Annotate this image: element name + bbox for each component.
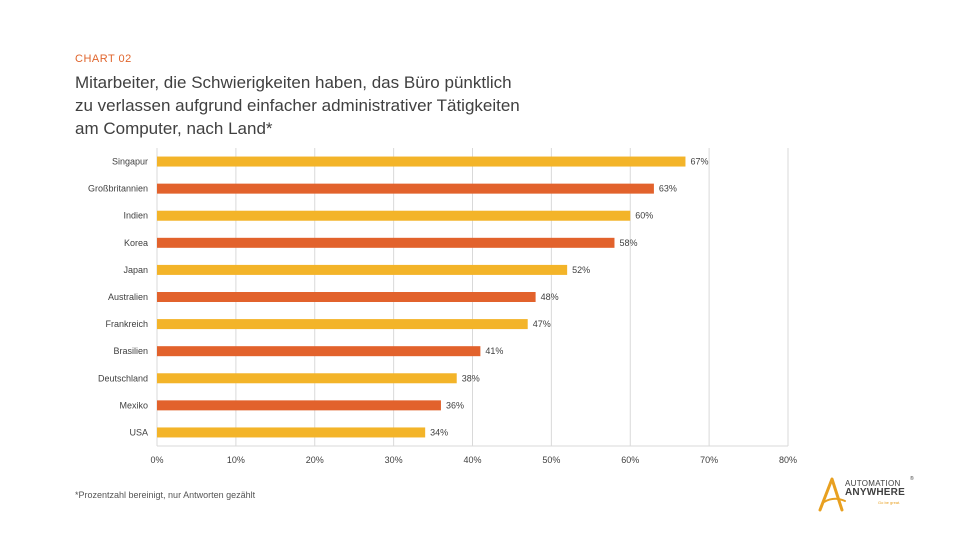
category-label: Singapur [112, 157, 148, 167]
category-label: Großbritannien [88, 184, 148, 194]
data-label: 60% [635, 211, 653, 221]
category-label: Australien [108, 292, 148, 302]
chart-title-line: am Computer, nach Land* [75, 119, 273, 138]
logo-text-line1: AUTOMATION [845, 479, 901, 488]
bar [157, 346, 481, 357]
bar [157, 400, 441, 411]
data-label: 34% [430, 427, 448, 437]
data-label: 36% [446, 400, 464, 410]
category-label: USA [129, 427, 148, 437]
x-tick-label: 50% [542, 455, 560, 465]
chart-title-line: zu verlassen aufgrund einfacher administ… [75, 96, 520, 115]
data-label: 67% [690, 157, 708, 167]
category-label: Frankreich [105, 319, 148, 329]
x-tick-label: 10% [227, 455, 245, 465]
category-label: Indien [123, 211, 148, 221]
data-label: 38% [462, 373, 480, 383]
bar [157, 237, 615, 248]
footnote: *Prozentzahl bereinigt, nur Antworten ge… [75, 490, 256, 500]
data-label: 52% [572, 265, 590, 275]
bar [157, 373, 457, 384]
logo-mark-icon [818, 477, 846, 512]
logo-registered-mark: ® [910, 476, 914, 482]
data-label: 63% [659, 184, 677, 194]
logo-tagline: Go be great. [878, 500, 901, 505]
x-tick-label: 20% [306, 455, 324, 465]
automation-anywhere-logo: AUTOMATION ® ANYWHERE Go be great. [818, 473, 918, 513]
category-label: Mexiko [119, 400, 148, 410]
x-tick-label: 40% [463, 455, 481, 465]
data-label: 41% [485, 346, 503, 356]
data-label: 47% [533, 319, 551, 329]
bar [157, 156, 686, 167]
chart-eyebrow-label: CHART 02 [75, 53, 132, 65]
chart-title-line: Mitarbeiter, die Schwierigkeiten haben, … [75, 73, 512, 92]
chart-title: Mitarbeiter, die Schwierigkeiten haben, … [75, 71, 595, 140]
x-tick-label: 60% [621, 455, 639, 465]
x-tick-label: 80% [779, 455, 797, 465]
category-label: Korea [124, 238, 148, 248]
x-tick-label: 70% [700, 455, 718, 465]
bar [157, 319, 528, 330]
bar [157, 264, 568, 275]
bar [157, 210, 631, 221]
bar [157, 183, 654, 194]
category-label: Deutschland [98, 373, 148, 383]
category-label: Japan [123, 265, 148, 275]
logo-text-line2: ANYWHERE [845, 487, 905, 498]
bar [157, 292, 536, 302]
x-tick-label: 30% [385, 455, 403, 465]
data-label: 58% [619, 238, 637, 248]
x-tick-label: 0% [150, 455, 163, 465]
data-label: 48% [541, 292, 559, 302]
bar [157, 427, 426, 438]
category-label: Brasilien [113, 346, 148, 356]
